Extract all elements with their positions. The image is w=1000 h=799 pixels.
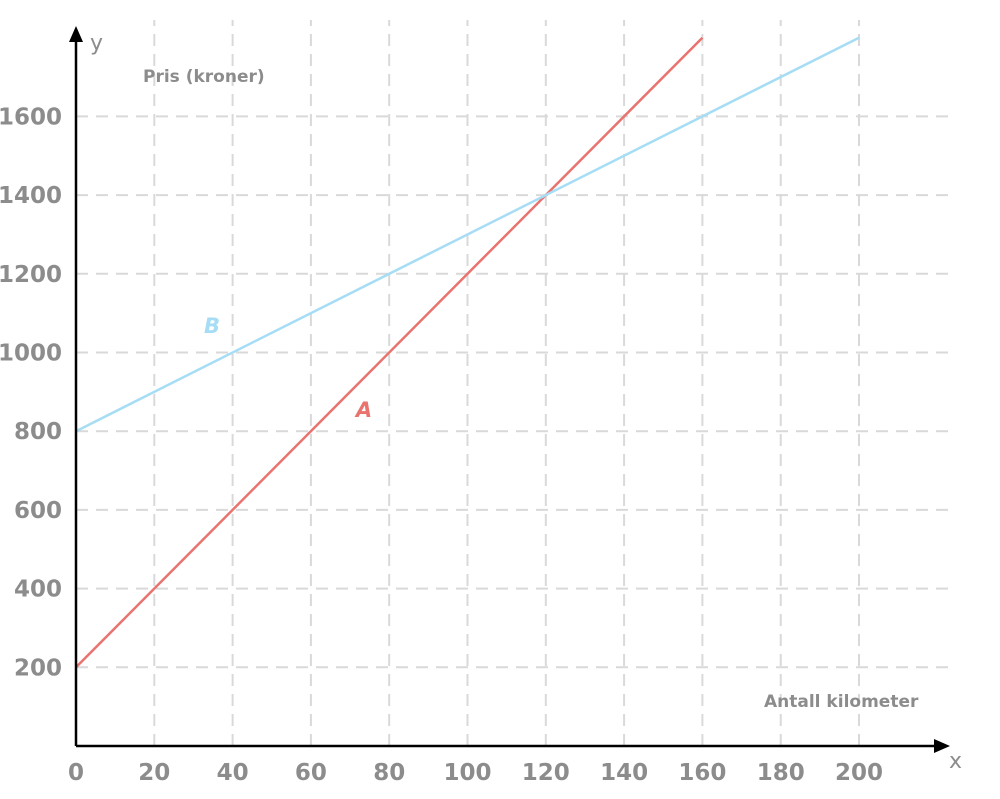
x-tick-label: 160 <box>678 760 726 786</box>
y-tick-label: 1200 <box>0 262 62 288</box>
y-axis-title: Pris (kroner) <box>143 67 265 87</box>
x-tick-label: 40 <box>217 760 249 786</box>
series-label-a: A <box>354 398 372 422</box>
series-labels: AB <box>204 314 372 422</box>
x-tick-label: 100 <box>443 760 491 786</box>
y-tick-label: 1000 <box>0 341 62 367</box>
y-tick-label: 600 <box>14 498 62 524</box>
x-tick-label: 120 <box>522 760 570 786</box>
y-tick-label: 1400 <box>0 183 62 209</box>
series-line-a <box>75 36 704 669</box>
x-axis-title: Antall kilometer <box>764 692 919 712</box>
x-axis-name: x <box>949 749 962 774</box>
series-label-b: B <box>204 314 220 338</box>
series-lines <box>75 36 860 669</box>
x-axis-arrow <box>934 739 950 753</box>
series-line-b <box>75 36 860 433</box>
x-tick-label: 180 <box>757 760 805 786</box>
y-axis-arrow <box>69 26 83 42</box>
y-axis-name: y <box>90 31 103 56</box>
x-tick-label: 0 <box>68 760 84 786</box>
x-tick-label: 200 <box>835 760 883 786</box>
x-tick-label: 80 <box>373 760 405 786</box>
x-tick-label: 20 <box>138 760 170 786</box>
x-tick-label: 140 <box>600 760 648 786</box>
y-tick-label: 200 <box>14 655 62 681</box>
y-tick-label: 1600 <box>0 104 62 130</box>
y-tick-label: 400 <box>14 577 62 603</box>
axes <box>69 26 950 753</box>
x-tick-label: 60 <box>295 760 327 786</box>
tick-labels: 0 20 40 60 80 100 120 140 160 180 200 200 400 600 800 1… <box>0 104 883 786</box>
grid <box>76 20 948 746</box>
y-tick-label: 800 <box>14 419 62 445</box>
